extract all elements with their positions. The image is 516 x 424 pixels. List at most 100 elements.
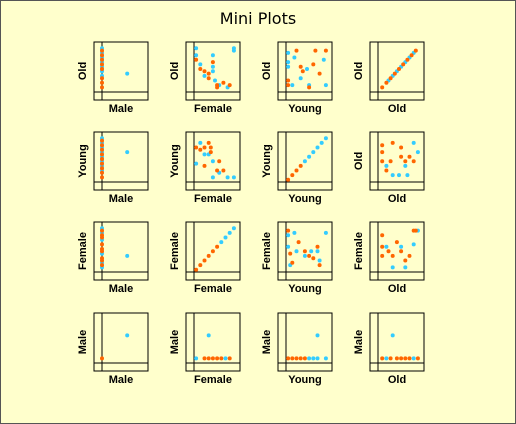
data-point <box>210 60 215 65</box>
data-point <box>198 62 203 67</box>
data-point <box>100 57 104 62</box>
y-axis-label: Old <box>169 62 181 80</box>
data-point <box>194 356 199 361</box>
data-point <box>198 67 203 71</box>
data-point <box>227 356 232 361</box>
data-point <box>100 152 104 157</box>
data-point <box>390 173 395 178</box>
data-point <box>315 333 320 338</box>
data-point <box>323 136 328 141</box>
data-point <box>305 67 309 71</box>
data-point <box>288 251 293 256</box>
data-point <box>399 154 404 159</box>
data-point <box>411 140 416 145</box>
data-point <box>100 157 104 161</box>
data-point <box>100 228 104 233</box>
data-point <box>415 150 420 155</box>
data-point <box>286 64 291 69</box>
data-point <box>298 356 303 361</box>
x-axis-label: Female <box>194 283 232 295</box>
data-point <box>286 83 291 88</box>
data-point <box>225 175 230 180</box>
plot-border <box>277 312 333 372</box>
data-point <box>292 230 297 235</box>
data-point <box>392 71 397 76</box>
data-point <box>221 80 226 85</box>
data-point <box>302 356 307 361</box>
mini-plot-12: Old Female <box>353 221 425 295</box>
x-axis-label: Male <box>109 193 133 205</box>
data-point <box>315 244 320 249</box>
data-point <box>202 69 207 74</box>
data-point <box>100 80 104 85</box>
data-point <box>100 62 104 67</box>
data-point <box>401 62 406 67</box>
data-point <box>394 240 399 245</box>
data-point <box>286 177 291 182</box>
data-point <box>208 150 213 155</box>
data-point <box>194 57 199 62</box>
data-point <box>397 67 401 71</box>
data-point <box>380 150 385 155</box>
data-point <box>215 244 220 249</box>
y-axis-label: Male <box>261 330 273 354</box>
data-point <box>323 48 328 53</box>
data-point <box>380 356 385 361</box>
data-point <box>399 244 404 249</box>
data-point <box>202 73 207 78</box>
data-point <box>286 233 291 238</box>
y-axis-label: Male <box>169 330 181 354</box>
data-point <box>384 244 389 249</box>
data-point <box>194 267 199 272</box>
data-point <box>210 64 215 69</box>
data-point <box>125 253 130 258</box>
data-point <box>309 249 314 254</box>
data-point <box>206 76 211 81</box>
data-point <box>290 356 295 361</box>
data-point <box>217 159 222 164</box>
data-point <box>227 230 232 235</box>
data-point <box>100 85 104 90</box>
data-point <box>307 253 312 258</box>
data-point <box>399 145 404 150</box>
data-point <box>100 249 104 254</box>
x-axis-label: Young <box>288 193 321 205</box>
data-point <box>388 356 393 361</box>
data-point <box>100 161 104 166</box>
x-axis-label: Young <box>288 283 321 295</box>
data-point <box>100 48 104 53</box>
data-point <box>202 152 207 157</box>
data-point <box>125 333 130 338</box>
data-point <box>411 159 416 164</box>
y-axis-label: Old <box>261 62 273 80</box>
data-point <box>202 145 207 150</box>
data-point <box>294 249 299 254</box>
data-point <box>409 53 414 58</box>
data-point <box>125 150 130 155</box>
data-point <box>296 240 301 245</box>
y-axis-label: Old <box>353 62 365 80</box>
data-point <box>194 145 199 150</box>
data-point <box>294 356 299 361</box>
data-point <box>294 48 299 53</box>
data-point <box>388 76 393 81</box>
data-point <box>292 55 297 60</box>
mini-plot-2: Female Old <box>169 41 241 115</box>
data-point <box>290 173 295 178</box>
data-point <box>286 244 291 249</box>
mini-plot-5: Male Young <box>77 131 149 205</box>
data-point <box>388 159 393 164</box>
data-point <box>380 253 385 258</box>
data-point <box>307 154 312 159</box>
plot-border <box>93 312 149 372</box>
data-point <box>202 356 207 361</box>
data-point <box>300 69 305 74</box>
data-point <box>100 235 104 240</box>
data-point <box>215 356 220 361</box>
data-point <box>210 53 215 58</box>
data-point <box>100 67 104 71</box>
data-point <box>213 78 217 83</box>
data-point <box>298 76 303 81</box>
data-point <box>221 168 226 173</box>
data-point <box>407 154 412 159</box>
